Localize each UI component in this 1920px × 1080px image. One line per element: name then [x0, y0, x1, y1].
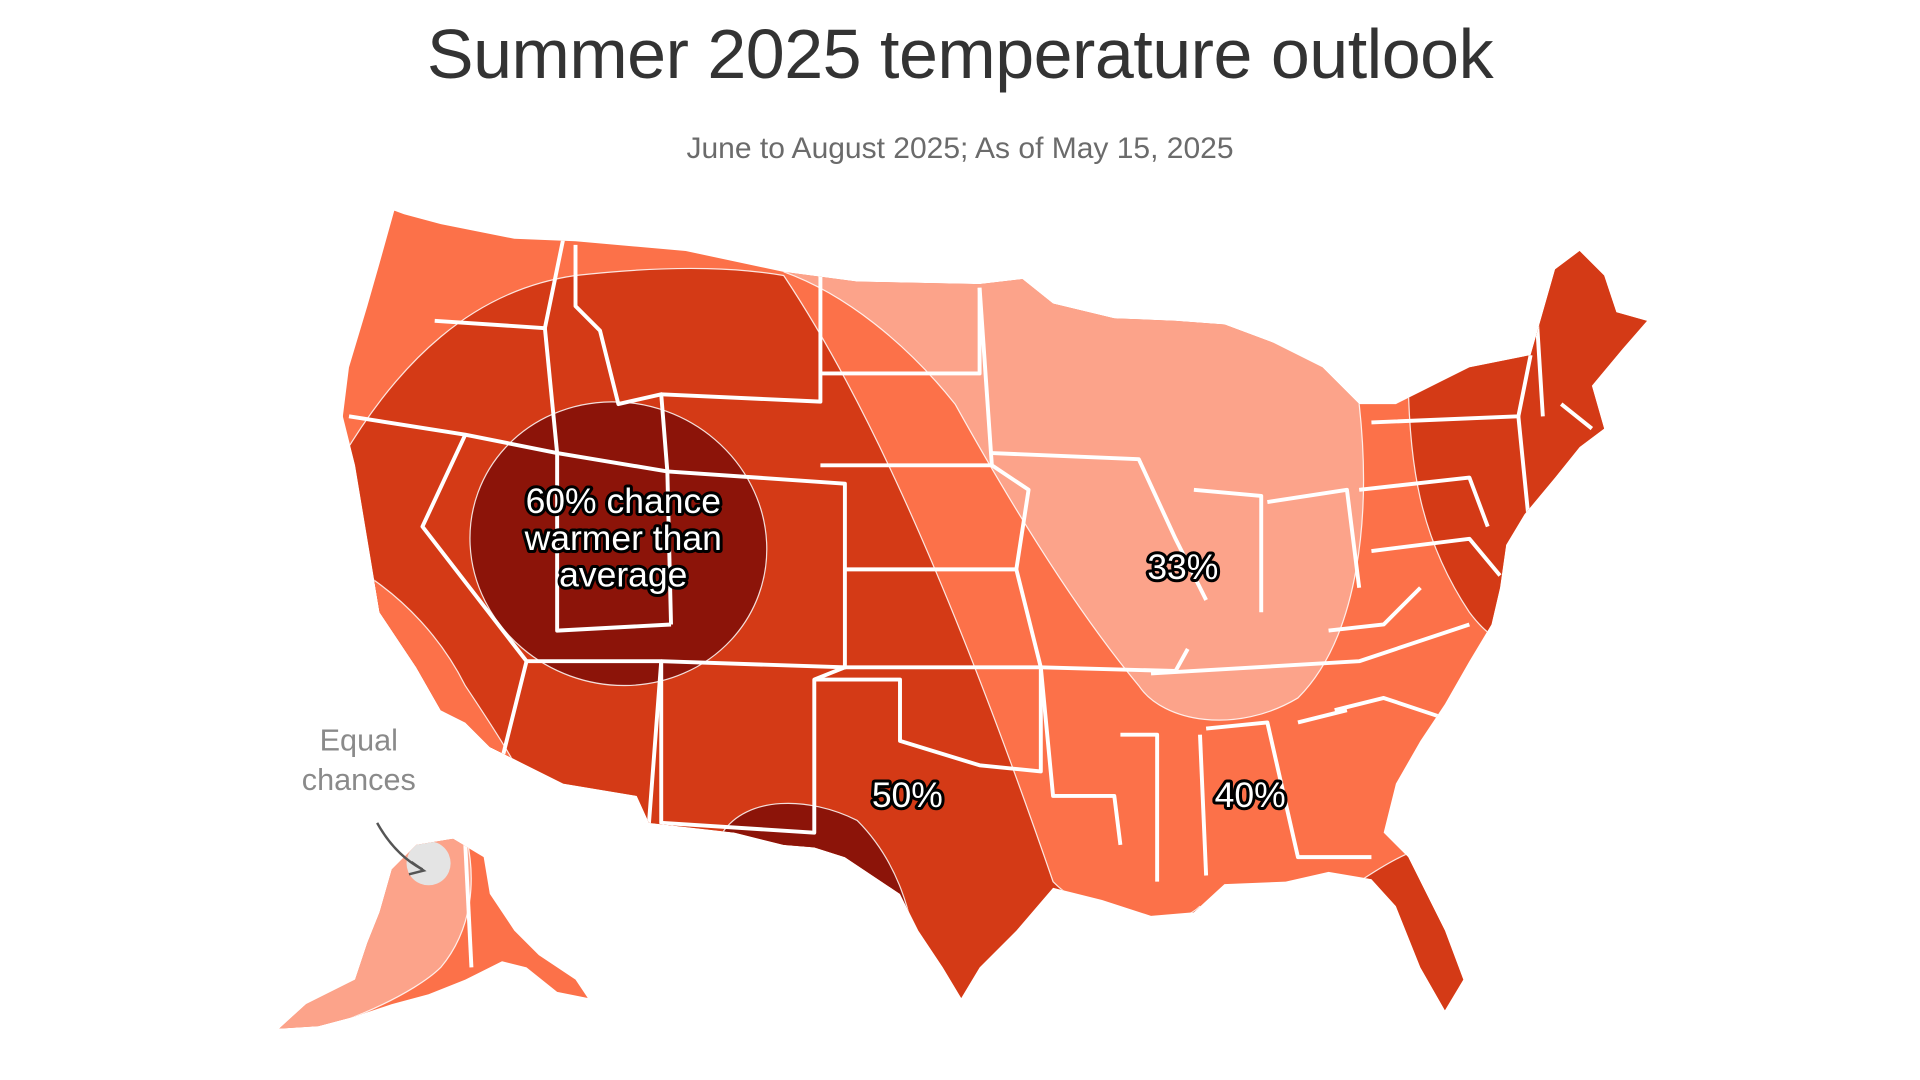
arrow-head-icon — [408, 861, 427, 876]
contiguous-us — [342, 210, 1647, 1011]
label-33: 33% — [1147, 547, 1218, 587]
alaska-zone-equal-chances — [406, 841, 451, 886]
label-equal-line2: chances — [302, 763, 416, 797]
label-40: 40% — [1215, 775, 1286, 815]
state-boundaries — [348, 238, 1594, 882]
chart-title: Summer 2025 temperature outlook — [426, 15, 1494, 93]
label-50: 50% — [872, 775, 943, 815]
zone-50-percent-florida — [1346, 844, 1532, 1011]
zone-33-percent — [783, 268, 1365, 721]
chart-subtitle: June to August 2025; As of May 15, 2025 — [686, 132, 1234, 165]
label-60-line3: average — [559, 555, 687, 595]
label-60-line1: 60% chance — [526, 481, 721, 521]
alaska — [279, 838, 588, 1029]
label-equal-line1: Equal — [320, 724, 398, 758]
label-60-line2: warmer than — [524, 518, 722, 558]
